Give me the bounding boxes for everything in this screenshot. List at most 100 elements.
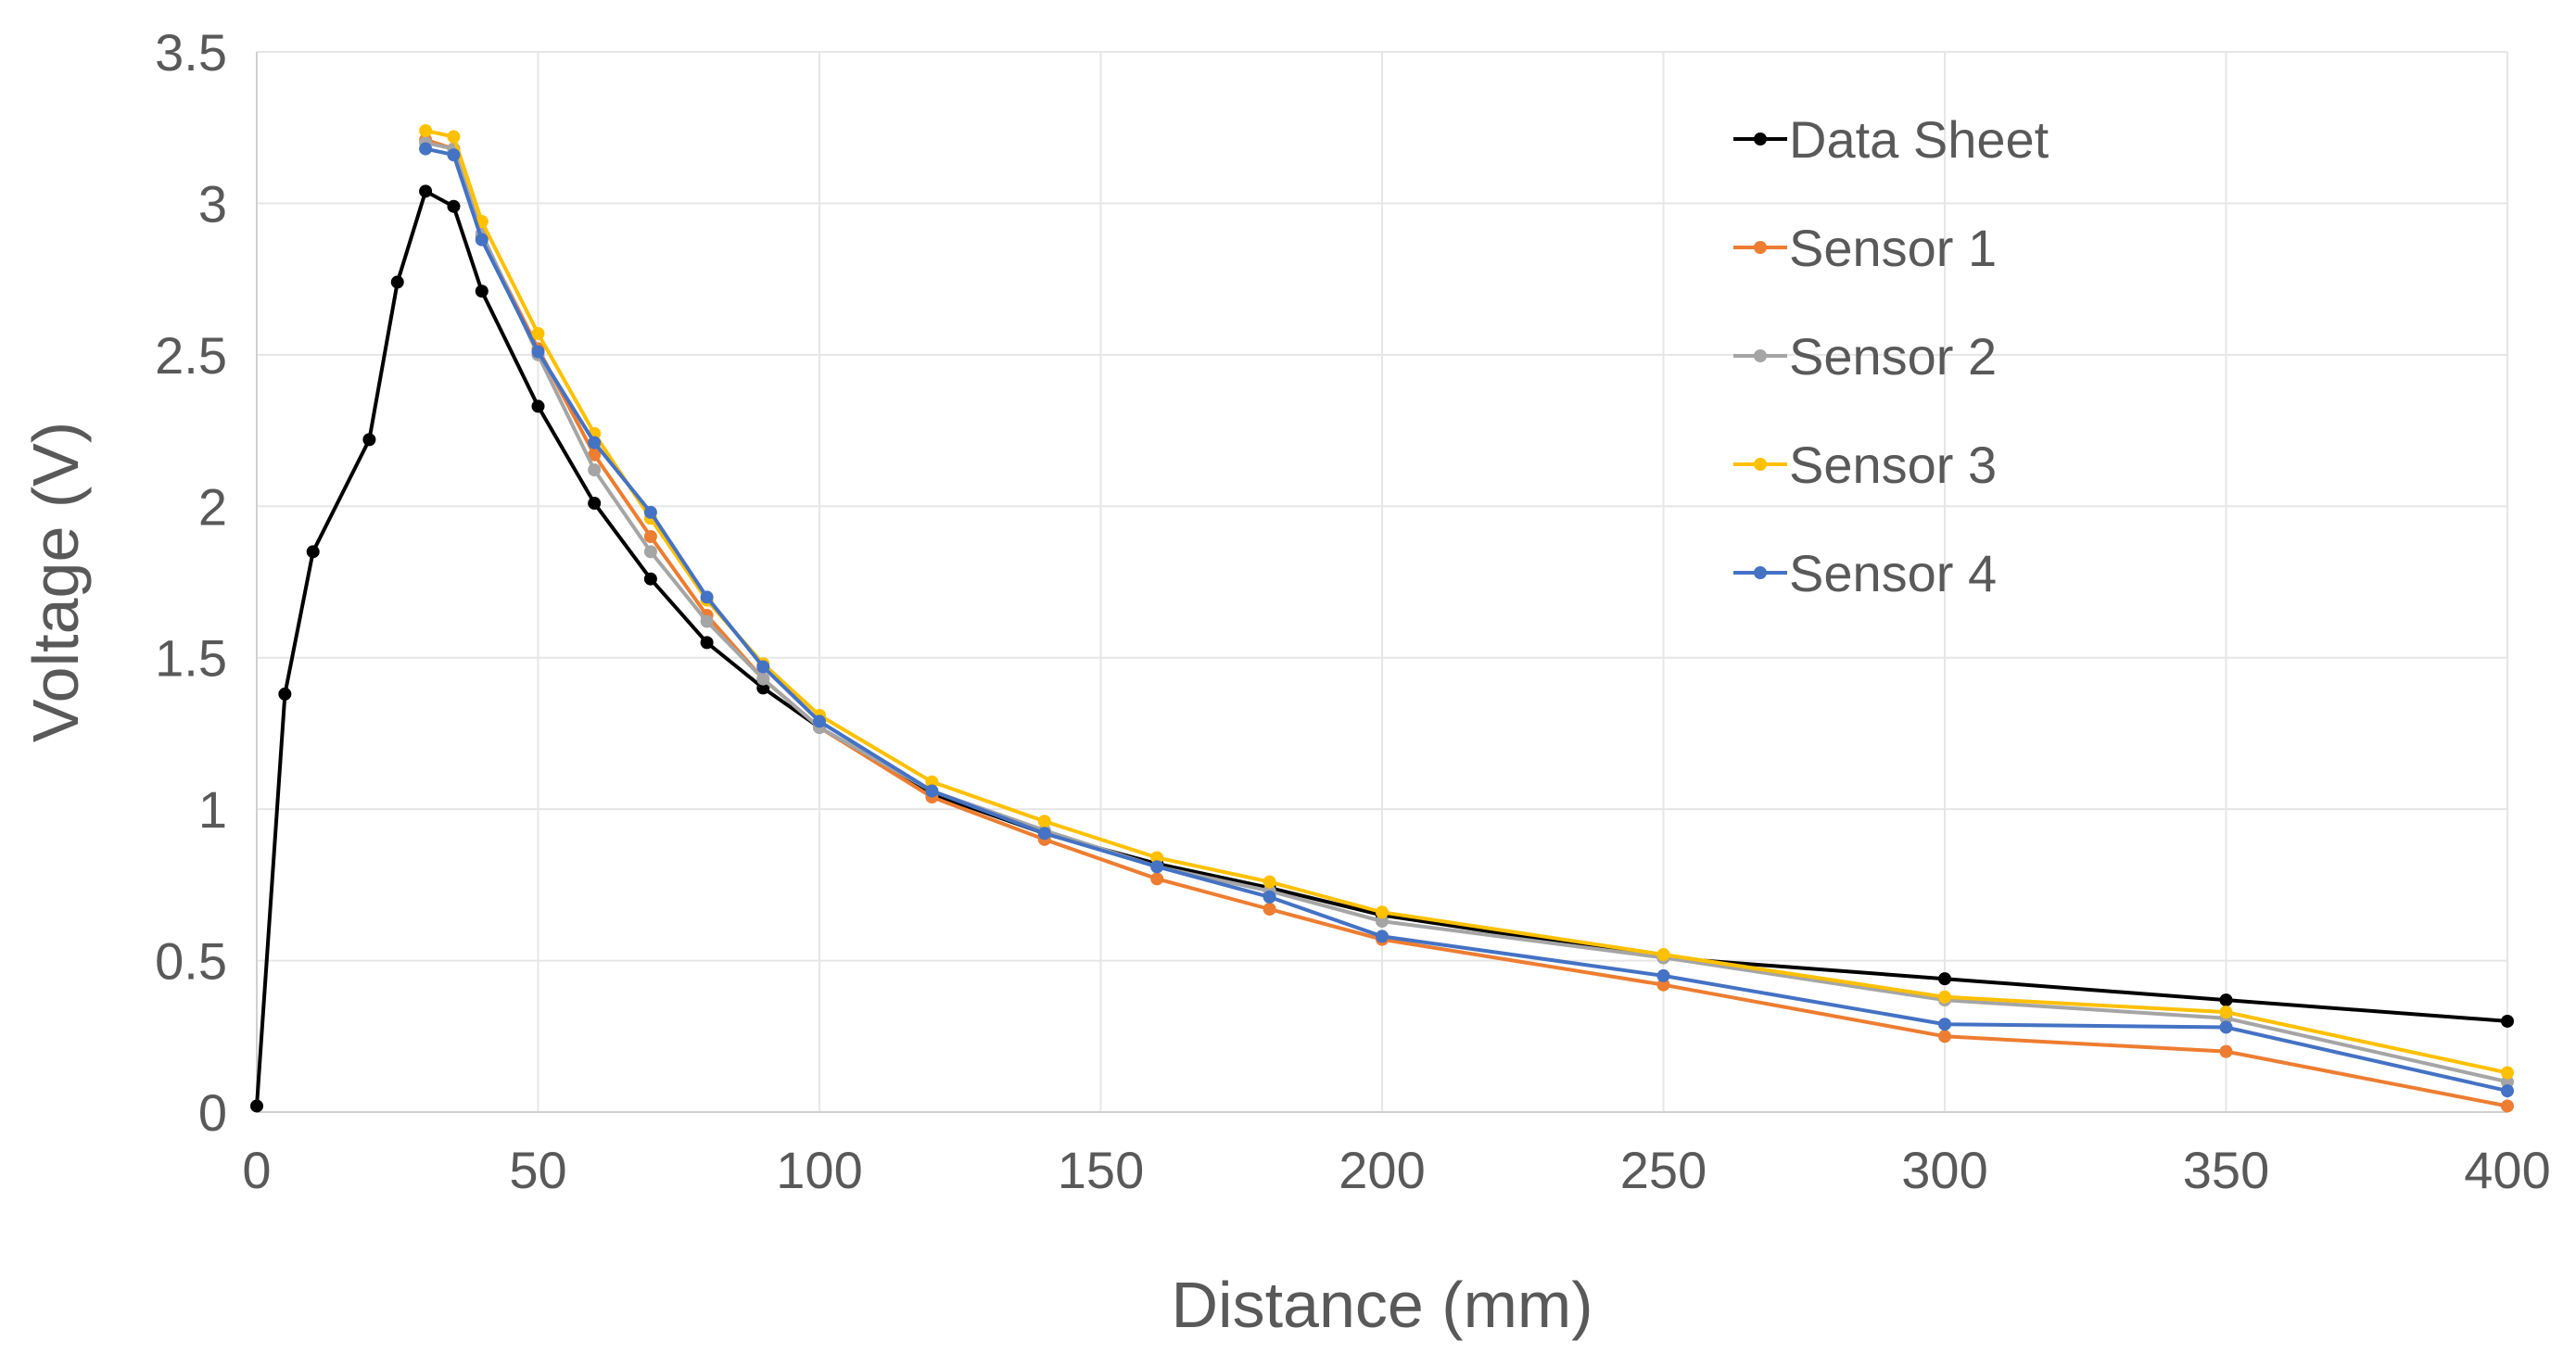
x-tick-label: 0 — [242, 1141, 271, 1199]
legend-label-sensor-3: Sensor 3 — [1789, 436, 1997, 494]
series-line-sensor-3 — [425, 129, 2508, 1075]
data-point-sensor-4 — [1150, 860, 1164, 874]
legend-label-data-sheet: Data Sheet — [1789, 110, 2049, 169]
data-point-sensor-4 — [643, 505, 657, 519]
data-point-sensor-3 — [1376, 905, 1389, 919]
data-point-sensor-2 — [588, 463, 602, 477]
data-point-sensor-3 — [2219, 1006, 2233, 1019]
y-tick-label: 3 — [198, 174, 227, 233]
data-point-sensor-2 — [756, 672, 770, 686]
data-point-sensor-3 — [1656, 948, 1670, 962]
data-point-sensor-3 — [447, 130, 461, 144]
axes — [256, 52, 2507, 1113]
data-point-sensor-4 — [1376, 930, 1389, 943]
series-line-sensor-4 — [425, 146, 2508, 1094]
data-point-data-sheet — [447, 199, 461, 213]
data-point-sensor-4 — [447, 148, 461, 162]
data-point-sensor-3 — [2501, 1066, 2514, 1080]
data-point-data-sheet — [2219, 993, 2233, 1007]
data-point-sensor-4 — [588, 436, 602, 449]
legend-swatch-marker — [1754, 566, 1767, 579]
data-point-sensor-1 — [1938, 1030, 1951, 1043]
data-point-data-sheet — [362, 433, 376, 447]
legend-item-sensor-2: Sensor 2 — [1733, 327, 1997, 386]
data-point-data-sheet — [278, 687, 292, 701]
data-point-sensor-4 — [813, 715, 826, 728]
y-tick-label: 1 — [198, 780, 227, 839]
x-axis-ticks: 0 50 100 150 200 250 300 350 400 — [242, 1141, 2550, 1199]
y-tick-label: 1.5 — [155, 629, 227, 688]
x-axis-title: Distance (mm) — [1171, 1269, 1593, 1341]
legend-swatch-marker — [1754, 241, 1767, 254]
data-point-data-sheet — [475, 285, 489, 298]
data-point-data-sheet — [250, 1099, 263, 1113]
data-point-data-sheet — [2501, 1014, 2514, 1028]
series-group — [250, 123, 2514, 1113]
data-point-sensor-2 — [643, 545, 657, 559]
data-point-sensor-1 — [2219, 1044, 2233, 1058]
y-tick-label: 2 — [198, 477, 227, 536]
x-tick-label: 300 — [1901, 1141, 1987, 1199]
legend-item-sensor-1: Sensor 1 — [1733, 219, 1997, 277]
data-point-sensor-4 — [1938, 1018, 1951, 1031]
y-tick-label: 2.5 — [155, 326, 227, 385]
data-point-sensor-2 — [1376, 915, 1389, 929]
data-point-data-sheet — [756, 681, 770, 695]
data-point-data-sheet — [531, 399, 545, 413]
data-point-sensor-4 — [2501, 1084, 2514, 1098]
x-tick-label: 200 — [1339, 1141, 1425, 1199]
data-point-data-sheet — [643, 572, 657, 586]
y-axis-ticks: 0 0.5 1 1.5 2 2.5 3 3.5 — [155, 23, 227, 1142]
legend-item-sensor-4: Sensor 4 — [1733, 544, 1997, 602]
data-point-sensor-4 — [1037, 827, 1051, 841]
data-point-sensor-1 — [1263, 903, 1276, 917]
x-tick-label: 400 — [2464, 1141, 2550, 1199]
data-point-sensor-4 — [475, 233, 489, 247]
legend-item-sensor-3: Sensor 3 — [1733, 436, 1997, 494]
data-point-sensor-3 — [1150, 851, 1164, 865]
data-point-sensor-1 — [1656, 978, 1670, 992]
data-point-sensor-4 — [1656, 968, 1670, 982]
legend: Data Sheet Sensor 1 Sensor 2 Sensor 3 Sensor… — [1733, 110, 2049, 602]
legend-label-sensor-2: Sensor 2 — [1789, 327, 1997, 386]
data-point-sensor-4 — [925, 784, 939, 798]
data-point-sensor-1 — [588, 448, 602, 462]
data-point-sensor-4 — [419, 142, 433, 156]
data-point-data-sheet — [419, 184, 433, 198]
x-tick-label: 150 — [1058, 1141, 1144, 1199]
data-point-sensor-4 — [756, 660, 770, 674]
legend-label-sensor-1: Sensor 1 — [1789, 219, 1997, 277]
data-point-sensor-3 — [1938, 990, 1951, 1004]
data-point-sensor-1 — [1150, 872, 1164, 886]
legend-item-data-sheet: Data Sheet — [1733, 110, 2049, 169]
legend-label-sensor-4: Sensor 4 — [1789, 544, 1997, 602]
data-point-sensor-1 — [2501, 1099, 2514, 1113]
data-point-sensor-4 — [1263, 890, 1276, 904]
series-sensor-4 — [419, 142, 2514, 1098]
data-point-sensor-3 — [925, 775, 939, 789]
data-point-sensor-1 — [643, 529, 657, 543]
data-point-sensor-4 — [2219, 1020, 2233, 1034]
data-point-data-sheet — [588, 497, 602, 511]
data-point-data-sheet — [700, 636, 714, 650]
data-point-data-sheet — [390, 275, 404, 289]
data-point-data-sheet — [1938, 972, 1951, 986]
y-tick-label: 3.5 — [155, 23, 227, 82]
data-point-sensor-3 — [1037, 815, 1051, 828]
legend-swatch-marker — [1754, 133, 1767, 145]
data-point-sensor-3 — [531, 326, 545, 340]
x-tick-label: 250 — [1620, 1141, 1707, 1199]
x-tick-label: 50 — [509, 1141, 566, 1199]
data-point-sensor-3 — [1263, 875, 1276, 889]
data-point-sensor-3 — [419, 123, 433, 137]
legend-swatch-marker — [1754, 458, 1767, 471]
x-tick-label: 100 — [776, 1141, 862, 1199]
data-point-sensor-4 — [531, 345, 545, 359]
y-axis-title: Voltage (V) — [19, 422, 92, 742]
data-point-sensor-2 — [700, 614, 714, 628]
legend-swatch-marker — [1754, 349, 1767, 362]
data-point-data-sheet — [306, 545, 320, 559]
x-tick-label: 350 — [2183, 1141, 2269, 1199]
